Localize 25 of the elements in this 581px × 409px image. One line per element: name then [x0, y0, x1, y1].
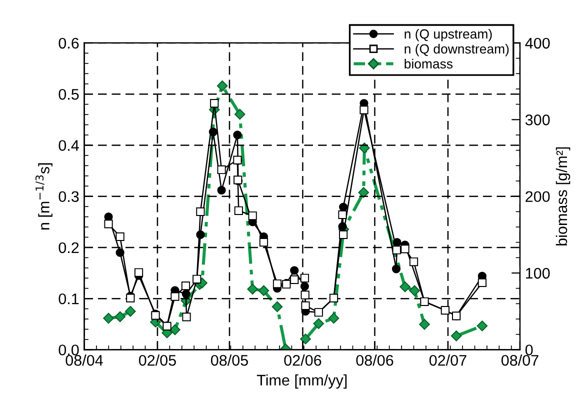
y-tick-label: 0.6: [58, 38, 79, 49]
x-tick-label: 08/07: [501, 354, 538, 366]
y2-axis-title: biomass [g/m²]: [556, 147, 570, 246]
y-tick-label: 0.4: [58, 140, 79, 151]
x-tick-label: 02/06: [284, 354, 322, 366]
legend-label: biomass: [404, 58, 453, 69]
legend-label: n (Q downstream): [404, 44, 509, 56]
y2-tick-label: 400: [525, 38, 550, 49]
x-tick-label: 08/06: [356, 354, 394, 366]
y2-tick-label: 300: [525, 114, 550, 126]
y-tick-label: 0.1: [58, 293, 79, 304]
y-tick-label: 0.3: [58, 191, 79, 202]
x-tick-label: 08/04: [66, 354, 103, 366]
x-tick-label: 02/07: [429, 354, 466, 366]
y2-tick-label: 100: [526, 268, 550, 279]
x-tick-label: 08/05: [210, 354, 248, 366]
y-tick-label: 0.2: [58, 242, 79, 254]
y2-tick-label: 0: [525, 344, 533, 356]
legend-label: n (Q upstream): [404, 28, 492, 42]
y-tick-label: 0.5: [58, 88, 79, 100]
x-tick-label: 02/05: [138, 354, 176, 366]
x-axis-title: Time [mm/yy]: [256, 374, 347, 389]
y-tick-label: 0.0: [58, 344, 79, 356]
y-axis-title: n [m$^{−1/3}$s]: [35, 163, 52, 230]
y2-tick-label: 200: [526, 191, 550, 202]
